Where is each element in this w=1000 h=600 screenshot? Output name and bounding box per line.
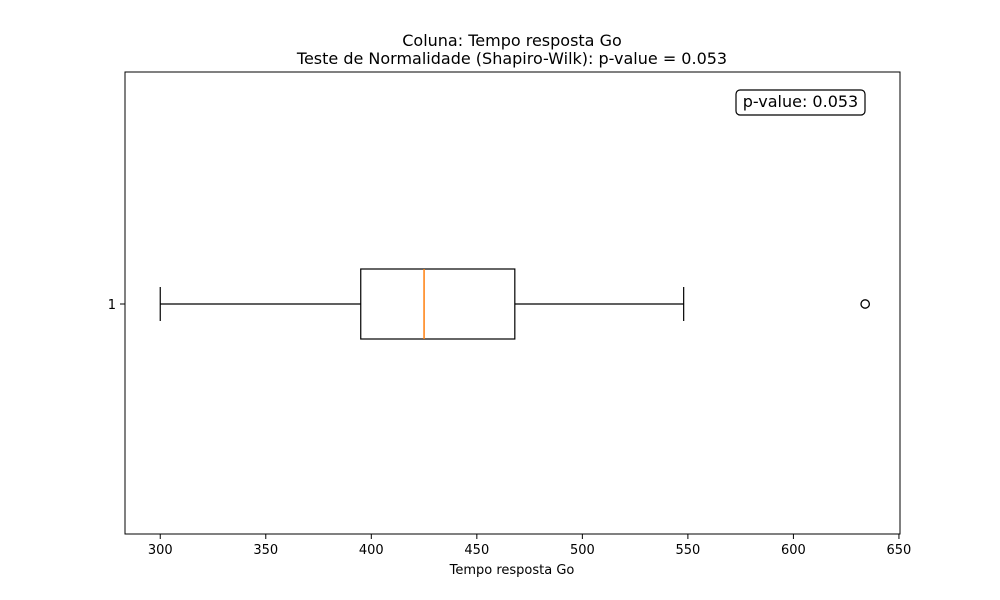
box-group: [159, 268, 871, 340]
x-axis-ticks: 300 350 400 450 500 550 600 650: [148, 534, 912, 558]
chart-title: Coluna: Tempo resposta Go: [402, 31, 622, 50]
annotation-text: p-value: 0.053: [743, 92, 858, 111]
outlier-point: [860, 299, 871, 309]
x-tick-label: 350: [253, 543, 278, 558]
x-axis-label: Tempo resposta Go: [449, 563, 575, 578]
x-tick-label: 550: [675, 543, 700, 558]
x-tick-label: 450: [464, 543, 489, 558]
plot-area-frame: [124, 71, 901, 535]
chart-subtitle: Teste de Normalidade (Shapiro-Wilk): p-v…: [296, 49, 727, 68]
x-tick-label: 500: [570, 543, 595, 558]
x-tick-label: 300: [148, 543, 173, 558]
annotation-box: [735, 89, 866, 116]
interquartile-box: [360, 268, 516, 340]
y-axis-ticks: 1: [108, 298, 125, 313]
x-tick-label: 650: [887, 543, 912, 558]
x-tick-label: 600: [781, 543, 806, 558]
x-tick-label: 400: [359, 543, 384, 558]
p-value-annotation: p-value: 0.053: [735, 89, 866, 116]
y-tick-label: 1: [108, 298, 116, 313]
